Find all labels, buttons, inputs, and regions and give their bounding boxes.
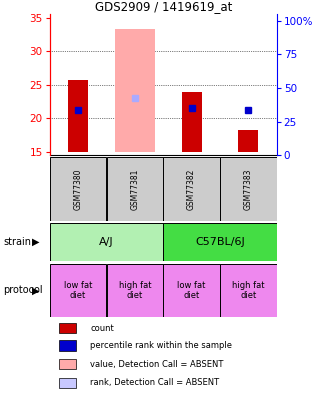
Text: GSM77382: GSM77382	[187, 168, 196, 210]
Bar	[164, 264, 220, 317]
Text: strain: strain	[3, 237, 31, 247]
Text: low fat
diet: low fat diet	[177, 281, 206, 300]
Text: protocol: protocol	[3, 285, 43, 295]
Text: low fat
diet: low fat diet	[64, 281, 92, 300]
Text: GSM77381: GSM77381	[130, 168, 139, 210]
Bar	[238, 130, 258, 152]
Bar	[59, 359, 76, 369]
Bar	[164, 157, 220, 221]
Bar	[50, 264, 106, 317]
Title: GDS2909 / 1419619_at: GDS2909 / 1419619_at	[94, 0, 232, 13]
Bar	[115, 29, 155, 152]
Bar	[220, 157, 276, 221]
Text: rank, Detection Call = ABSENT: rank, Detection Call = ABSENT	[91, 378, 220, 388]
Bar	[59, 378, 76, 388]
Bar	[107, 264, 163, 317]
Bar	[182, 92, 202, 152]
Text: A/J: A/J	[99, 237, 114, 247]
Bar	[68, 80, 88, 152]
Text: percentile rank within the sample: percentile rank within the sample	[91, 341, 233, 350]
Bar	[164, 223, 276, 261]
Text: GSM77380: GSM77380	[74, 168, 83, 210]
Bar	[107, 157, 163, 221]
Text: ▶: ▶	[32, 285, 39, 295]
Bar	[59, 341, 76, 351]
Text: high fat
diet: high fat diet	[232, 281, 265, 300]
Text: high fat
diet: high fat diet	[118, 281, 151, 300]
Bar	[59, 323, 76, 333]
Text: GSM77383: GSM77383	[244, 168, 253, 210]
Text: C57BL/6J: C57BL/6J	[195, 237, 245, 247]
Text: count: count	[91, 324, 114, 333]
Text: value, Detection Call = ABSENT: value, Detection Call = ABSENT	[91, 360, 224, 369]
Text: ▶: ▶	[32, 237, 39, 247]
Bar	[50, 157, 106, 221]
Bar	[50, 223, 163, 261]
Bar	[220, 264, 276, 317]
